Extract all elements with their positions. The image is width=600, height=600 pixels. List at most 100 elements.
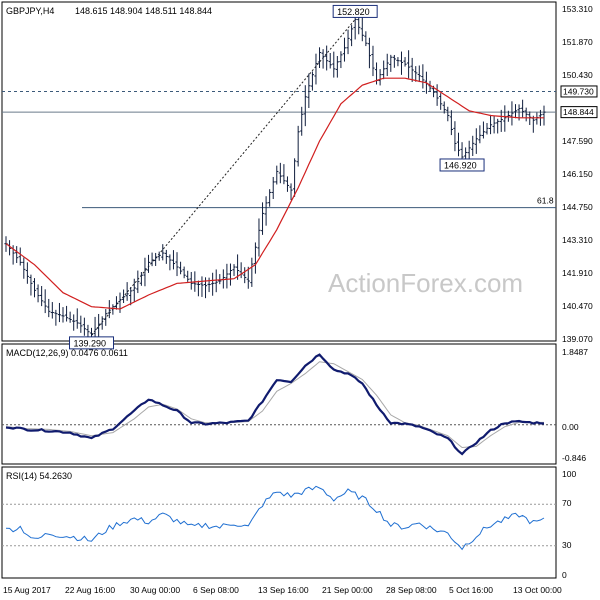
price-bar (382, 60, 386, 80)
high-label: 152.820 (332, 4, 378, 18)
fib-label: 61.8 (537, 196, 554, 206)
price-bar (410, 57, 414, 82)
price-bar (171, 250, 176, 270)
price-bar (392, 54, 396, 68)
price-bar (218, 274, 222, 285)
x-tick: 6 Sep 08:00 (193, 585, 239, 595)
price-bars (4, 8, 546, 346)
y-tick: 151.870 (562, 37, 593, 47)
price-bar (47, 298, 51, 318)
price-bar (453, 121, 457, 152)
price-bar (257, 218, 261, 257)
price-bar (150, 252, 154, 267)
macd-y-axis: 1.8487 0.00 -0.846 (562, 347, 588, 463)
x-tick: 5 Oct 16:00 (449, 585, 493, 595)
price-bar (335, 56, 339, 78)
price-bar (157, 251, 161, 261)
price-bar (143, 257, 147, 287)
price-bar (253, 242, 258, 274)
price-bar (228, 263, 233, 286)
price-bar (367, 37, 372, 69)
price-bar (125, 282, 129, 301)
price-bar (421, 64, 425, 89)
price-bar (492, 115, 496, 134)
moving-average-line (5, 77, 544, 310)
price-bar (79, 315, 83, 333)
price-bar (232, 264, 236, 276)
low-label-139290-text: 139.290 (74, 338, 107, 348)
price-panel-frame (1, 1, 557, 342)
price-bar (474, 128, 478, 154)
price-bar (271, 176, 275, 200)
price-bar (513, 104, 518, 119)
price-y-axis: 153.310 151.870 150.430 147.590 146.150 … (562, 4, 593, 344)
y-tick: 146.150 (562, 169, 593, 179)
price-bar (496, 118, 500, 134)
price-bar (107, 300, 111, 319)
price-bar (15, 246, 19, 264)
price-bar (456, 132, 461, 157)
level-label-148844: 148.844 (560, 106, 598, 119)
price-bar (36, 284, 40, 303)
y-tick: 139.070 (562, 334, 593, 344)
level-label-149730: 149.730 (560, 85, 598, 98)
price-bar (342, 37, 347, 62)
y-tick: 153.310 (562, 4, 593, 14)
macd-line (5, 353, 545, 456)
price-bar (214, 269, 218, 293)
price-bar (178, 261, 183, 275)
price-bar (317, 47, 322, 69)
price-bar (100, 316, 104, 330)
level-label-149730-text: 149.730 (563, 86, 594, 96)
trend-line (91, 19, 356, 336)
y-tick: 1.8487 (562, 347, 588, 357)
y-tick: 100 (562, 469, 576, 479)
price-bar (164, 249, 168, 264)
price-bar (182, 266, 186, 279)
price-bar (196, 280, 200, 297)
rsi-y-axis: 100 70 30 0 (562, 469, 576, 580)
price-bar (399, 51, 404, 75)
y-tick: 30 (562, 540, 572, 550)
price-bar (289, 183, 293, 201)
price-bar (40, 286, 44, 307)
price-bar (524, 107, 528, 122)
price-bar (471, 135, 475, 156)
price-bar (446, 106, 450, 122)
price-bar (114, 296, 119, 310)
price-bar (510, 101, 514, 126)
macd-panel-frame (1, 343, 557, 465)
price-bar (207, 277, 211, 293)
y-tick: 141.910 (562, 268, 593, 278)
price-bar (360, 17, 364, 42)
price-bar (407, 50, 411, 79)
price-bar (200, 276, 204, 297)
y-tick: 150.430 (562, 70, 593, 80)
y-tick: 0 (562, 570, 567, 580)
price-bar (61, 307, 65, 323)
low-label-146920: 146.920 (439, 158, 485, 172)
price-bar (314, 53, 318, 85)
price-bar (442, 101, 446, 114)
price-bar (43, 289, 47, 314)
price-bar (321, 49, 325, 69)
macd-title: MACD(12,26,9) 0.0476 0.0611 (6, 348, 128, 358)
x-tick: 13 Oct 00:00 (513, 585, 562, 595)
price-bar (278, 162, 282, 184)
y-tick: 147.590 (562, 136, 593, 146)
low-label-139290: 139.290 (69, 336, 115, 350)
price-bar (389, 54, 393, 72)
price-bar (325, 45, 329, 71)
y-tick: 140.470 (562, 301, 593, 311)
y-tick: 143.310 (562, 235, 593, 245)
price-bar (260, 202, 265, 235)
y-tick: 70 (562, 498, 572, 508)
price-bar (488, 114, 493, 135)
price-bar (332, 51, 336, 78)
watermark: ActionForex.com (328, 268, 523, 298)
rsi-title: RSI(14) 54.2630 (6, 471, 72, 481)
price-bar (403, 57, 407, 67)
high-label-text: 152.820 (337, 7, 370, 17)
price-bar (364, 31, 368, 47)
